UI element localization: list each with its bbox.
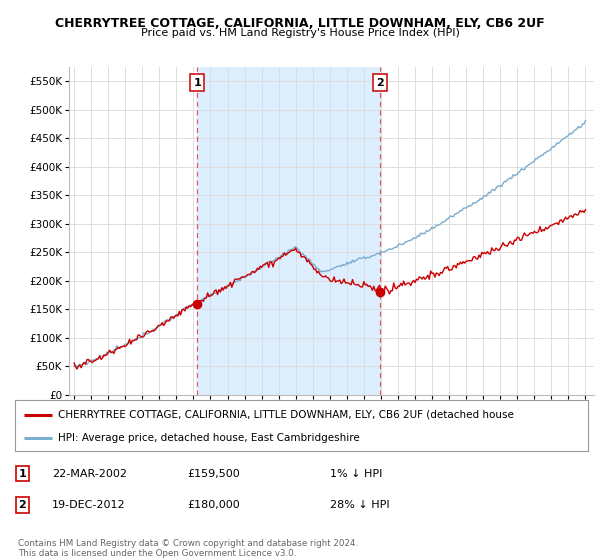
Text: 19-DEC-2012: 19-DEC-2012 — [52, 500, 126, 510]
Text: 2: 2 — [376, 78, 384, 87]
Text: Price paid vs. HM Land Registry's House Price Index (HPI): Price paid vs. HM Land Registry's House … — [140, 28, 460, 38]
Text: £159,500: £159,500 — [187, 469, 239, 479]
Text: CHERRYTREE COTTAGE, CALIFORNIA, LITTLE DOWNHAM, ELY, CB6 2UF: CHERRYTREE COTTAGE, CALIFORNIA, LITTLE D… — [55, 17, 545, 30]
Bar — [197, 67, 380, 395]
Text: 1: 1 — [19, 469, 26, 479]
Text: 1% ↓ HPI: 1% ↓ HPI — [330, 469, 383, 479]
Text: HPI: Average price, detached house, East Cambridgeshire: HPI: Average price, detached house, East… — [58, 433, 360, 443]
Text: 2: 2 — [19, 500, 26, 510]
Text: £180,000: £180,000 — [187, 500, 239, 510]
Text: Contains HM Land Registry data © Crown copyright and database right 2024.
This d: Contains HM Land Registry data © Crown c… — [18, 539, 358, 558]
Text: 1: 1 — [193, 78, 201, 87]
Text: 28% ↓ HPI: 28% ↓ HPI — [330, 500, 390, 510]
Text: 22-MAR-2002: 22-MAR-2002 — [52, 469, 127, 479]
Text: CHERRYTREE COTTAGE, CALIFORNIA, LITTLE DOWNHAM, ELY, CB6 2UF (detached house: CHERRYTREE COTTAGE, CALIFORNIA, LITTLE D… — [58, 409, 514, 419]
